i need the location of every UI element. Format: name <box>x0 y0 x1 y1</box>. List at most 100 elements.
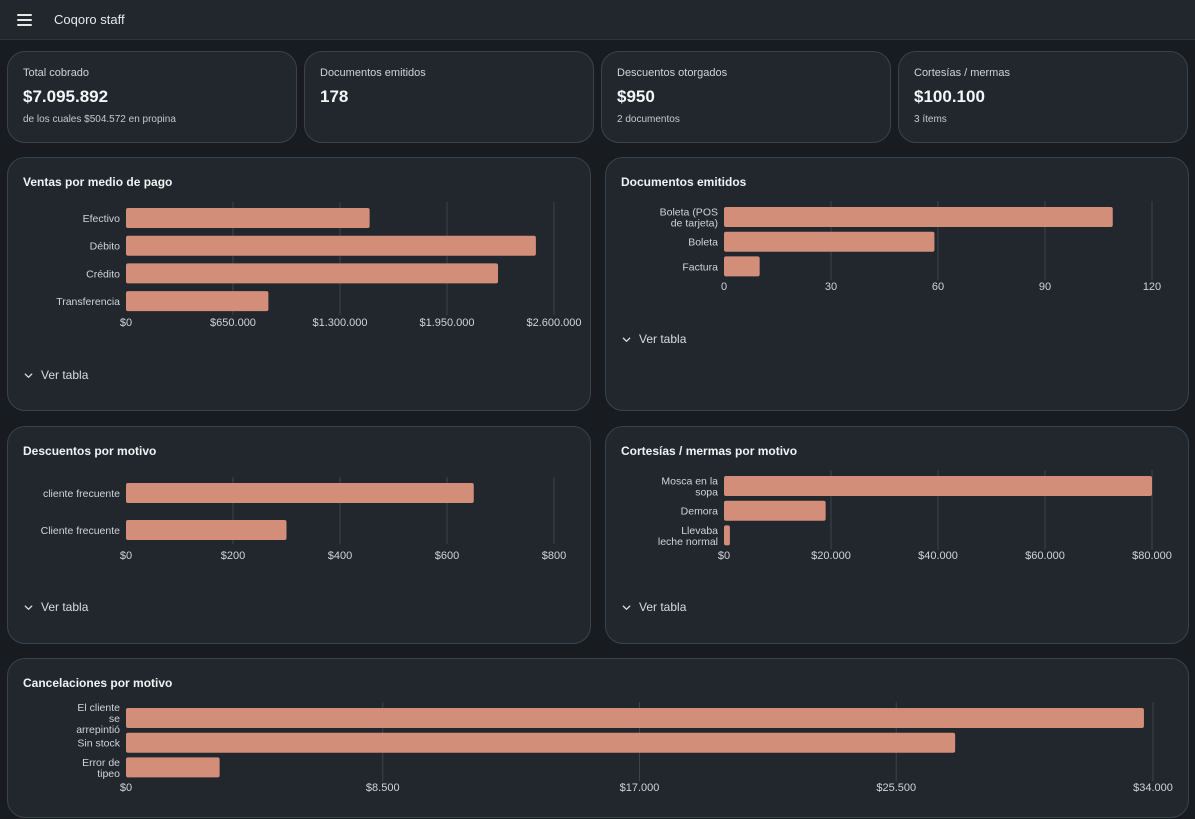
bar[interactable] <box>126 291 269 312</box>
panel-cortesias-mermas-por-motivo: Cortesías / mermas por motivo $0 $20.000 $… <box>605 426 1189 644</box>
category-label: Demora <box>681 506 719 518</box>
panel-documentos-emitidos: Documentos emitidos 0 30 60 90 120 Boleta (PO… <box>605 157 1189 411</box>
bar[interactable] <box>724 476 1152 496</box>
panel-title: Cancelaciones por motivo <box>23 676 173 690</box>
x-tick-label: 90 <box>1039 281 1051 293</box>
x-tick-label: $34.000 <box>1133 782 1173 794</box>
x-tick-label: $8.500 <box>366 782 400 794</box>
x-tick-label: $800 <box>542 550 566 562</box>
x-tick-label: $400 <box>328 550 352 562</box>
kpi-label: Documentos emitidos <box>320 67 426 79</box>
chart-cancelaciones-por-motivo: $0 $8.500 $17.000 $25.500 $34.000 El cliente s… <box>76 702 1173 794</box>
kpi-subtext: 3 ítems <box>914 114 947 125</box>
kpi-card-documentos-emitidos: Documentos emitidos 178 <box>304 51 594 143</box>
bar[interactable] <box>126 235 536 256</box>
x-tick-label: $0 <box>120 317 132 329</box>
category-label: El cliente se arrepintió <box>76 702 120 736</box>
ver-tabla-label: Ver tabla <box>639 332 687 346</box>
kpi-value: $100.100 <box>914 87 985 106</box>
category-label: Llevaba leche normal <box>658 525 718 548</box>
x-tick-label: $0 <box>120 782 132 794</box>
chevron-down-icon <box>622 336 631 342</box>
category-label: Error de tipeo <box>82 757 120 780</box>
x-tick-label: 0 <box>721 281 727 293</box>
bar[interactable] <box>126 708 1144 728</box>
ver-tabla-label: Ver tabla <box>639 600 687 614</box>
chart-ventas-por-medio-de-pago: $0 $650.000 $1.300.000 $1.950.000 $2.600.000… <box>56 202 582 329</box>
bar[interactable] <box>724 231 935 252</box>
kpi-card-total-cobrado: Total cobrado $7.095.892 de los cuales $… <box>7 51 297 143</box>
category-label: cliente frecuente <box>43 488 120 500</box>
x-tick-label: $1.950.000 <box>419 317 474 329</box>
category-label: Cliente frecuente <box>41 525 121 537</box>
x-tick-label: 60 <box>932 281 944 293</box>
chevron-down-icon <box>24 372 33 378</box>
panel-title: Descuentos por motivo <box>23 444 157 458</box>
kpi-card-descuentos-otorgados: Descuentos otorgados $950 2 documentos <box>601 51 891 143</box>
top-bar: Coqoro staff <box>0 0 1195 40</box>
menu-button[interactable] <box>0 0 48 40</box>
ver-tabla-toggle[interactable]: Ver tabla <box>23 600 88 614</box>
panel-ventas-por-medio-de-pago: Ventas por medio de pago $0 $650.000 $1.30… <box>7 157 591 411</box>
ver-tabla-toggle[interactable]: Ver tabla <box>621 600 686 614</box>
bar[interactable] <box>126 757 220 778</box>
bar[interactable] <box>126 732 956 753</box>
ver-tabla-toggle[interactable]: Ver tabla <box>23 368 88 382</box>
kpi-subtext: de los cuales $504.572 en propina <box>23 114 176 125</box>
panel-cancelaciones-por-motivo: Cancelaciones por motivo $0 $8.500 $17.000… <box>7 658 1189 818</box>
category-label: Factura <box>682 261 718 273</box>
ver-tabla-label: Ver tabla <box>41 368 89 382</box>
category-label: Boleta <box>688 237 718 249</box>
x-tick-label: $0 <box>120 550 132 562</box>
hamburger-menu-icon <box>16 13 32 26</box>
bar[interactable] <box>724 207 1113 227</box>
category-label: Crédito <box>86 268 120 280</box>
category-label: Efectivo <box>83 213 121 225</box>
x-tick-label: $1.300.000 <box>312 317 367 329</box>
x-tick-label: $0 <box>718 550 730 562</box>
ver-tabla-label: Ver tabla <box>41 600 89 614</box>
chart-cortesias-mermas-por-motivo: $0 $20.000 $40.000 $60.000 $80.000 Mosca en l… <box>658 470 1172 562</box>
bar[interactable] <box>724 256 760 277</box>
app-title: Coqoro staff <box>54 12 125 27</box>
x-tick-label: $2.600.000 <box>526 317 581 329</box>
kpi-card-cortesias-mermas: Cortesías / mermas $100.100 3 ítems <box>898 51 1188 143</box>
x-tick-label: $200 <box>221 550 245 562</box>
chart-documentos-emitidos: 0 30 60 90 120 Boleta (POS de tarjeta) Boleta Fa… <box>660 201 1161 293</box>
bar[interactable] <box>126 483 474 503</box>
panel-descuentos-por-motivo: Descuentos por motivo $0 $200 $400 $600 $800… <box>7 426 591 644</box>
panel-title: Documentos emitidos <box>621 175 747 189</box>
category-label: Mosca en la sopa <box>661 476 718 499</box>
x-tick-label: $20.000 <box>811 550 851 562</box>
kpi-label: Descuentos otorgados <box>617 67 728 79</box>
kpi-subtext: 2 documentos <box>617 114 680 125</box>
bar[interactable] <box>126 208 370 228</box>
x-tick-label: $40.000 <box>918 550 958 562</box>
kpi-label: Total cobrado <box>23 67 90 79</box>
bar[interactable] <box>724 525 730 546</box>
chevron-down-icon <box>24 604 33 610</box>
x-tick-label: $80.000 <box>1132 550 1172 562</box>
bar[interactable] <box>724 500 826 521</box>
ver-tabla-toggle[interactable]: Ver tabla <box>621 332 686 346</box>
kpi-value: $950 <box>617 87 655 106</box>
x-tick-label: $17.000 <box>620 782 660 794</box>
chart-descuentos-por-motivo: $0 $200 $400 $600 $800 cliente frecuente Clien… <box>41 477 566 562</box>
x-tick-label: $650.000 <box>210 317 256 329</box>
bar[interactable] <box>126 520 287 540</box>
kpi-value: 178 <box>320 87 349 106</box>
category-label: Débito <box>90 241 121 253</box>
x-tick-label: $25.500 <box>876 782 916 794</box>
bar[interactable] <box>126 263 499 284</box>
kpi-label: Cortesías / mermas <box>914 67 1010 79</box>
x-tick-label: $600 <box>435 550 459 562</box>
chevron-down-icon <box>622 604 631 610</box>
category-label: Boleta (POS de tarjeta) <box>660 207 718 230</box>
category-label: Transferencia <box>56 296 120 308</box>
x-tick-label: 120 <box>1143 281 1161 293</box>
kpi-value: $7.095.892 <box>23 87 109 106</box>
panel-title: Ventas por medio de pago <box>23 175 173 189</box>
x-tick-label: 30 <box>825 281 837 293</box>
x-tick-label: $60.000 <box>1025 550 1065 562</box>
category-label: Sin stock <box>77 738 120 750</box>
